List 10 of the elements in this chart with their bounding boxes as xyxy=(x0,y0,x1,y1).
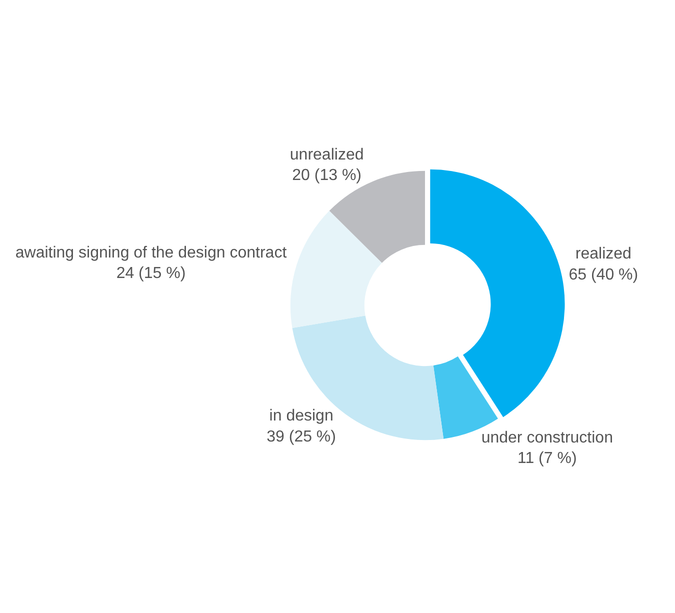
slice-label: unrealized xyxy=(290,146,364,164)
data-label: 24 (15 %) xyxy=(116,265,186,282)
data-label: 39 (25 %) xyxy=(266,428,336,446)
data-label: 11 (7 %) xyxy=(518,450,577,468)
data-label: 65 (40 %) xyxy=(568,266,638,284)
slice-label: awaiting signing of the design contract xyxy=(15,244,288,262)
data-label: 20 (13 %) xyxy=(292,167,362,184)
slice-label: realized xyxy=(575,246,632,263)
slice-label: under construction xyxy=(481,429,613,446)
slice-label: in design xyxy=(269,407,334,424)
